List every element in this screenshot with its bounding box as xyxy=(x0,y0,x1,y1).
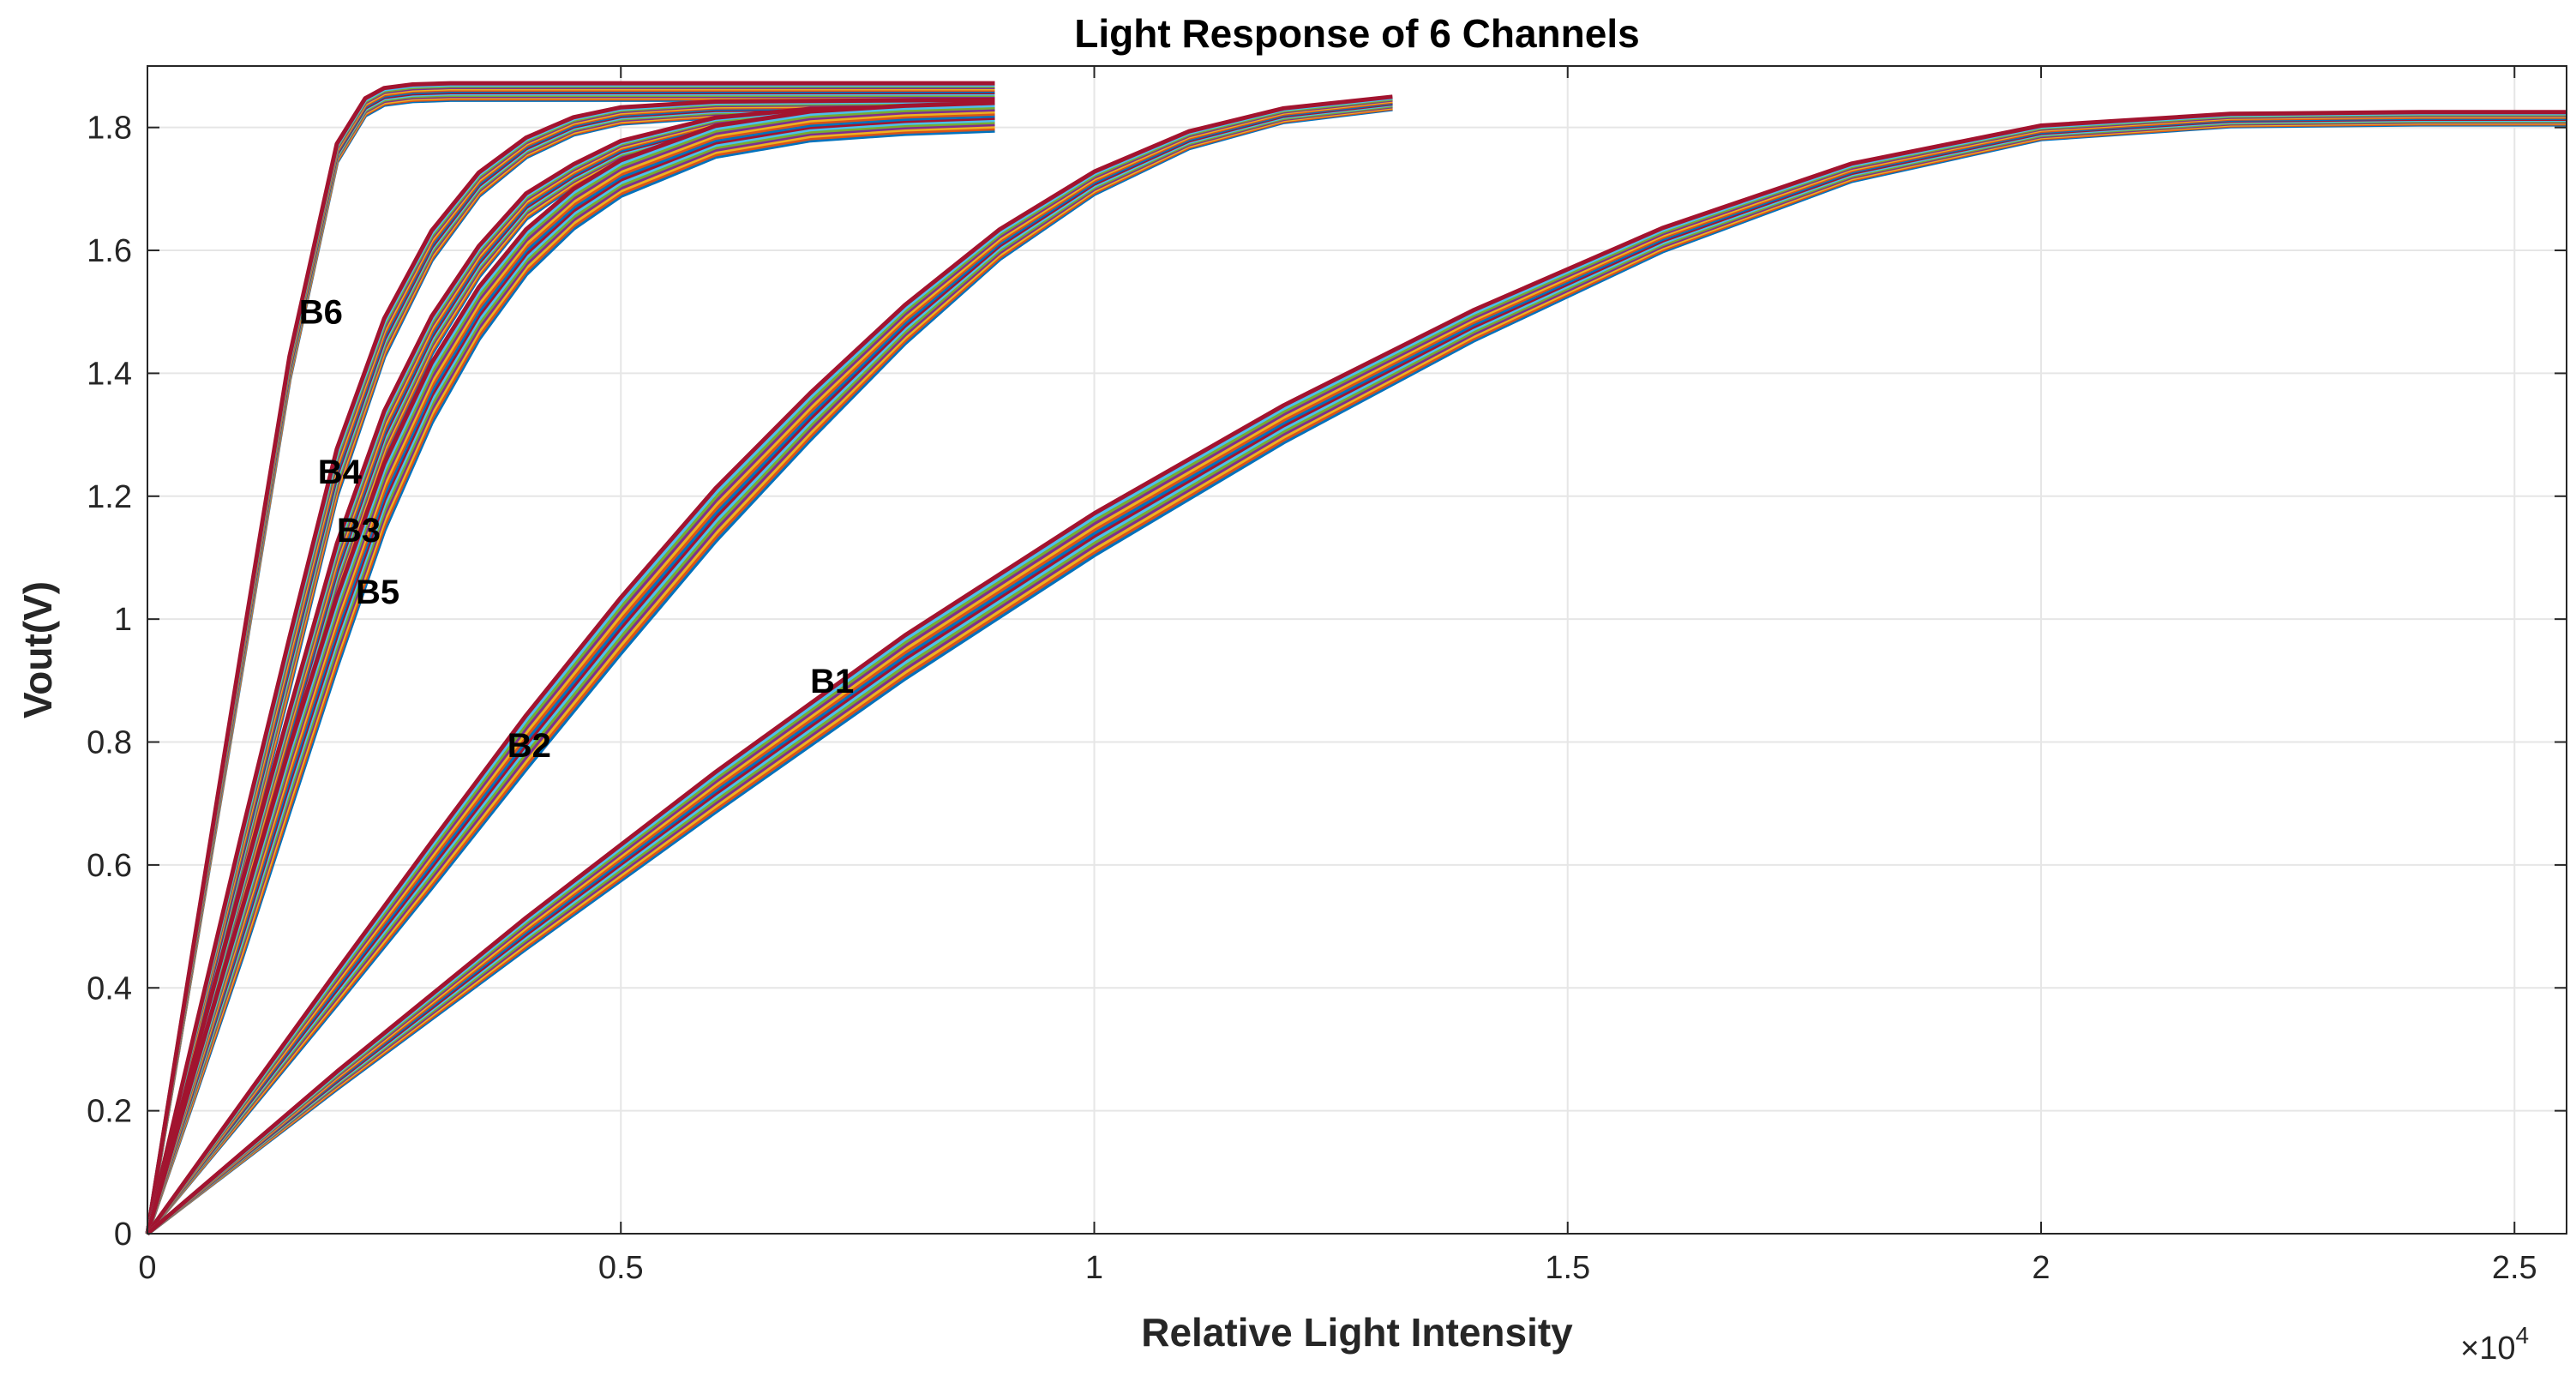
plot-frame xyxy=(147,65,2567,1235)
channel-group-b5 xyxy=(145,100,995,1235)
channel-label: B6 xyxy=(299,294,343,332)
y-axis-title: Vout(V) xyxy=(15,581,60,718)
channel-label: B1 xyxy=(810,663,854,700)
y-tick-label: 0.2 xyxy=(87,1094,132,1130)
channel-group-b2 xyxy=(145,94,1393,1235)
channel-group-b4 xyxy=(145,97,995,1235)
x-tick-label: 2 xyxy=(2032,1250,2050,1286)
x-tick-label: 1.5 xyxy=(1545,1250,1590,1286)
plot-background xyxy=(147,66,2567,1234)
x-tick-label: 1 xyxy=(1085,1250,1103,1286)
y-tick-label: 0.4 xyxy=(87,970,132,1006)
y-tick-label: 1.8 xyxy=(87,111,132,147)
channel-group-b1 xyxy=(146,110,2567,1235)
y-tick-label: 1.4 xyxy=(87,356,132,392)
channel-label: B3 xyxy=(337,512,381,550)
y-tick-label: 1 xyxy=(114,602,132,638)
x-axis-exponent: ×104 xyxy=(2460,1322,2529,1367)
channel-label: B4 xyxy=(318,454,363,491)
x-exponent-power: 4 xyxy=(2515,1322,2529,1349)
series-line xyxy=(145,100,995,1235)
series-line xyxy=(146,110,2567,1235)
channel-label: B5 xyxy=(356,574,399,611)
y-tick-label: 0 xyxy=(114,1217,132,1253)
y-tick-label: 0.8 xyxy=(87,725,132,761)
series-line xyxy=(145,81,995,1235)
chart-title: Light Response of 6 Channels xyxy=(1074,11,1639,56)
x-exponent-base: ×10 xyxy=(2460,1331,2515,1367)
y-tick-label: 1.2 xyxy=(87,479,132,515)
series-line xyxy=(145,104,995,1235)
channel-group-b6 xyxy=(145,81,995,1235)
series-line xyxy=(145,94,1393,1235)
ticks-layer: 0 0.5 1 1.5 2 2.5 0 0.2 0.4 0.6 0.8 1 1.2 1.4 1.6 1.8 xyxy=(87,66,2567,1286)
channel-label: B2 xyxy=(507,727,551,765)
series-layer xyxy=(145,81,2567,1235)
y-tick-label: 0.6 xyxy=(87,848,132,884)
y-tick-label: 1.6 xyxy=(87,233,132,269)
x-axis-title: Relative Light Intensity xyxy=(1141,1310,1573,1355)
x-tick-label: 2.5 xyxy=(2492,1250,2537,1286)
channel-labels: B6 B4 B3 B5 B2 B1 xyxy=(299,294,855,765)
x-tick-label: 0.5 xyxy=(598,1250,644,1286)
series-line xyxy=(145,97,995,1235)
x-tick-label: 0 xyxy=(138,1250,156,1286)
